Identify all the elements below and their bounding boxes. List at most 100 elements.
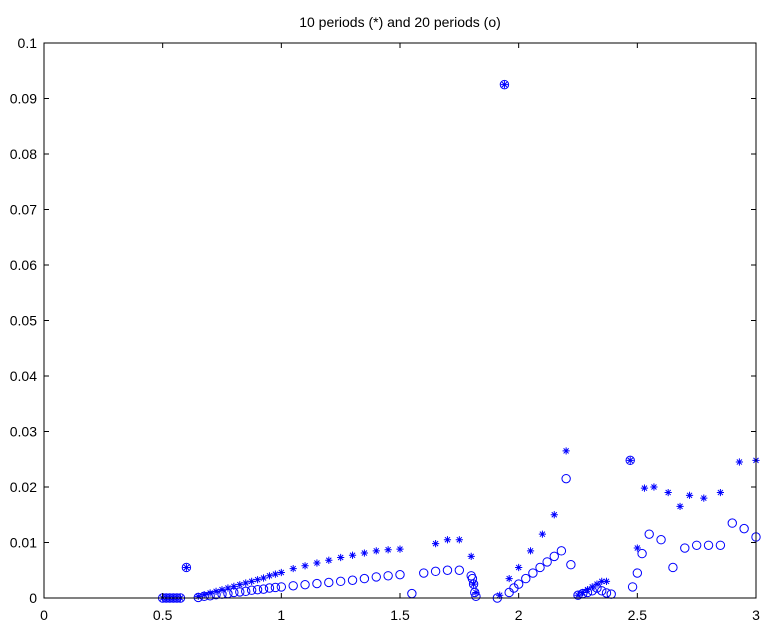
circle-marker bbox=[246, 585, 257, 595]
circle-marker bbox=[521, 573, 531, 584]
plot-background bbox=[44, 43, 756, 598]
y-tick-label: 0.03 bbox=[10, 424, 37, 440]
circle-marker bbox=[300, 579, 310, 590]
circle-marker bbox=[241, 586, 251, 597]
x-tick-label: 0 bbox=[40, 607, 48, 623]
asterisk-marker bbox=[676, 502, 684, 511]
circle-marker bbox=[235, 587, 245, 597]
circle-marker bbox=[513, 579, 524, 589]
asterisk-marker bbox=[598, 577, 606, 585]
asterisk-marker bbox=[650, 483, 658, 491]
asterisk-marker bbox=[360, 549, 368, 557]
circle-marker bbox=[454, 565, 465, 575]
asterisk-marker bbox=[265, 572, 274, 580]
circle-marker bbox=[644, 529, 654, 539]
circle-marker bbox=[535, 562, 545, 573]
circle-marker bbox=[181, 562, 192, 573]
y-tick-label: 0.02 bbox=[10, 479, 37, 495]
asterisk-marker bbox=[396, 545, 404, 553]
asterisk-marker bbox=[735, 458, 743, 466]
asterisk-marker bbox=[500, 81, 509, 89]
circle-marker bbox=[573, 590, 583, 600]
x-tick-label: 2.5 bbox=[628, 607, 648, 623]
circle-marker bbox=[637, 548, 647, 559]
asterisk-marker bbox=[583, 586, 592, 594]
circle-marker bbox=[442, 565, 453, 575]
y-tick-label: 0.06 bbox=[10, 257, 37, 273]
circle-marker bbox=[258, 584, 269, 594]
asterisk-marker bbox=[194, 592, 202, 600]
circle-marker bbox=[471, 591, 481, 602]
asterisk-marker bbox=[271, 570, 279, 578]
asterisk-marker bbox=[337, 553, 345, 562]
circle-marker bbox=[499, 79, 510, 90]
circle-marker bbox=[632, 568, 643, 578]
circle-marker bbox=[270, 582, 281, 593]
circle-marker bbox=[205, 591, 215, 601]
circle-marker bbox=[324, 577, 334, 588]
circle-marker bbox=[211, 589, 221, 600]
asterisk-marker bbox=[633, 544, 641, 552]
asterisk-marker bbox=[348, 551, 357, 559]
y-tick-label: 0.08 bbox=[10, 146, 37, 162]
asterisk-marker bbox=[230, 582, 238, 590]
circle-marker bbox=[199, 591, 209, 602]
asterisk-marker bbox=[289, 564, 297, 573]
circle-marker bbox=[597, 586, 607, 596]
y-tick-label: 0.01 bbox=[10, 535, 37, 551]
circle-marker bbox=[587, 586, 597, 596]
y-tick-label: 0.05 bbox=[10, 313, 37, 329]
circle-marker bbox=[601, 588, 612, 598]
circle-marker bbox=[703, 540, 714, 550]
y-tick-label: 0.1 bbox=[18, 35, 38, 51]
circle-marker bbox=[335, 576, 346, 587]
chart-title: 10 periods (*) and 20 periods (o) bbox=[299, 14, 501, 30]
asterisk-marker bbox=[384, 546, 392, 554]
circle-marker bbox=[668, 562, 678, 573]
asterisk-marker bbox=[248, 577, 256, 585]
circle-marker bbox=[561, 473, 571, 484]
asterisk-marker bbox=[562, 447, 570, 455]
x-tick-label: 3 bbox=[752, 607, 760, 623]
asterisk-marker bbox=[313, 559, 321, 567]
circle-marker bbox=[467, 573, 478, 584]
circle-marker bbox=[359, 573, 370, 584]
circle-marker bbox=[566, 560, 576, 570]
data-marks bbox=[157, 79, 761, 603]
circle-marker bbox=[592, 583, 602, 593]
asterisk-marker bbox=[200, 591, 208, 599]
x-tick-label: 1.5 bbox=[390, 607, 410, 623]
y-tick-label: 0.04 bbox=[10, 368, 37, 384]
asterisk-marker bbox=[467, 552, 475, 560]
circle-marker bbox=[470, 587, 480, 598]
circle-marker bbox=[395, 569, 405, 580]
circle-marker bbox=[371, 572, 381, 582]
circle-marker bbox=[383, 571, 393, 581]
asterisk-marker bbox=[538, 530, 546, 538]
circle-marker bbox=[625, 455, 635, 466]
asterisk-marker bbox=[254, 576, 262, 584]
x-tick-label: 2 bbox=[515, 607, 523, 623]
y-tick-label: 0 bbox=[29, 590, 37, 606]
circle-marker bbox=[727, 518, 737, 528]
x-tick-label: 0.5 bbox=[153, 607, 173, 623]
circle-marker bbox=[288, 581, 298, 591]
circle-marker bbox=[276, 582, 287, 592]
asterisk-marker bbox=[455, 536, 463, 544]
asterisk-marker bbox=[372, 547, 380, 555]
asterisk-marker bbox=[716, 488, 724, 497]
circle-marker bbox=[193, 592, 203, 603]
circle-marker bbox=[582, 587, 593, 598]
circle-marker bbox=[627, 582, 638, 592]
y-tick-label: 0.09 bbox=[10, 91, 37, 107]
asterisk-marker bbox=[443, 536, 452, 544]
asterisk-marker bbox=[301, 562, 309, 570]
asterisk-marker bbox=[182, 563, 190, 572]
asterisk-marker bbox=[259, 574, 268, 582]
asterisk-marker bbox=[640, 484, 649, 492]
asterisk-marker bbox=[664, 488, 672, 497]
asterisk-marker bbox=[277, 568, 285, 577]
asterisk-marker bbox=[515, 563, 523, 572]
circle-marker bbox=[347, 575, 358, 585]
